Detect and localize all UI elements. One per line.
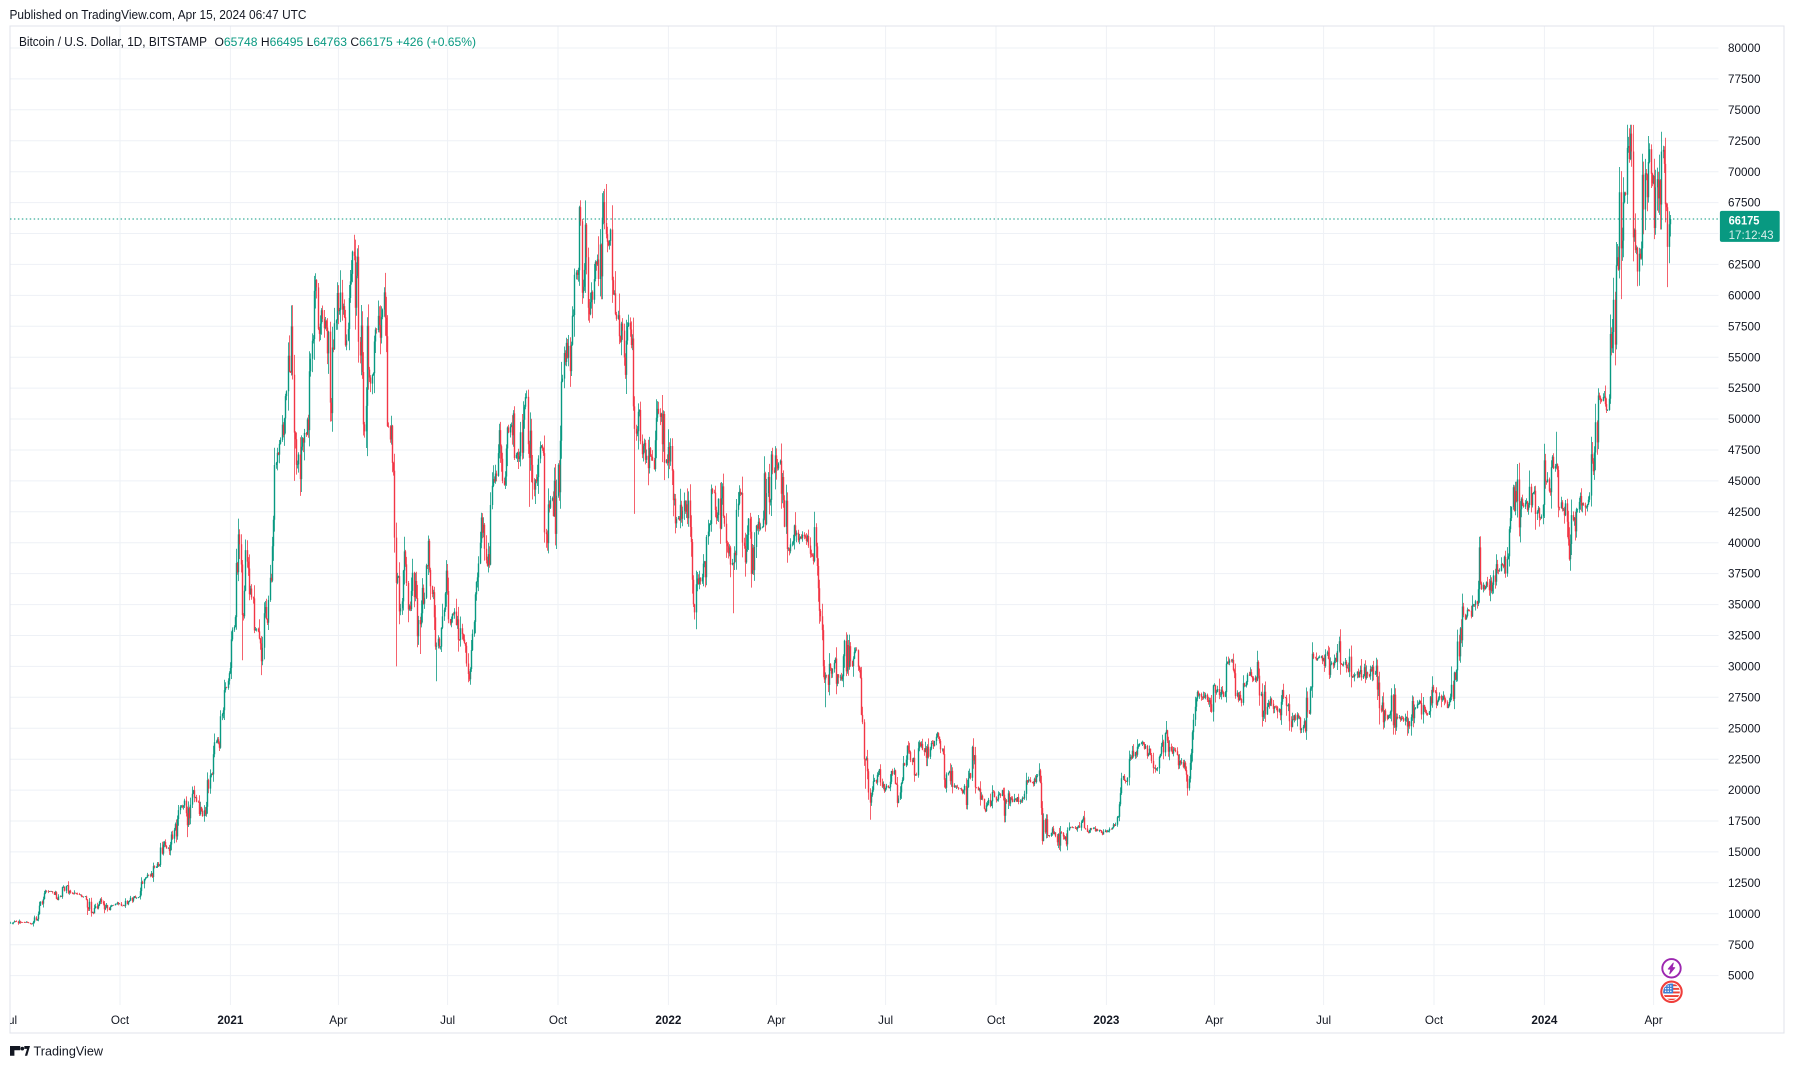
svg-text:Oct: Oct [111, 1014, 130, 1027]
svg-text:2022: 2022 [655, 1014, 682, 1027]
svg-text:66175: 66175 [1729, 213, 1760, 227]
svg-text:27500: 27500 [1728, 691, 1761, 704]
svg-text:52500: 52500 [1728, 382, 1761, 395]
svg-text:72500: 72500 [1728, 135, 1761, 148]
svg-text:Apr: Apr [1644, 1014, 1662, 1027]
svg-text:37500: 37500 [1728, 568, 1761, 581]
svg-text:15000: 15000 [1728, 846, 1761, 859]
svg-text:20000: 20000 [1728, 784, 1761, 797]
svg-text:35000: 35000 [1728, 599, 1761, 612]
svg-text:42500: 42500 [1728, 506, 1761, 519]
svg-text:Jul: Jul [440, 1014, 455, 1027]
svg-text:Apr: Apr [1205, 1014, 1223, 1027]
svg-text:47500: 47500 [1728, 444, 1761, 457]
svg-text:Jul: Jul [1316, 1014, 1331, 1027]
svg-text:40000: 40000 [1728, 537, 1761, 550]
svg-text:10000: 10000 [1728, 908, 1761, 921]
svg-text:Jul: Jul [878, 1014, 893, 1027]
svg-text:60000: 60000 [1728, 290, 1761, 303]
svg-text:45000: 45000 [1728, 475, 1761, 488]
svg-text:50000: 50000 [1728, 413, 1761, 426]
svg-text:17:12:43: 17:12:43 [1729, 229, 1774, 242]
svg-text:17500: 17500 [1728, 815, 1761, 828]
svg-text:Apr: Apr [329, 1014, 347, 1027]
svg-text:7500: 7500 [1728, 939, 1755, 952]
svg-text:55000: 55000 [1728, 351, 1761, 364]
svg-text:77500: 77500 [1728, 73, 1761, 86]
svg-text:32500: 32500 [1728, 630, 1761, 643]
svg-text:Oct: Oct [987, 1014, 1006, 1027]
svg-text:2021: 2021 [217, 1014, 244, 1027]
svg-text:67500: 67500 [1728, 197, 1761, 210]
svg-text:Apr: Apr [767, 1014, 785, 1027]
svg-text:2023: 2023 [1093, 1014, 1120, 1027]
svg-text:Published on TradingView.com,: Published on TradingView.com, Apr 15, 20… [10, 7, 307, 22]
svg-text:5000: 5000 [1728, 970, 1755, 983]
svg-text:62500: 62500 [1728, 259, 1761, 272]
svg-text:2024: 2024 [1531, 1014, 1558, 1027]
svg-text:30000: 30000 [1728, 661, 1761, 674]
svg-text:12500: 12500 [1728, 877, 1761, 890]
svg-text:80000: 80000 [1728, 42, 1761, 55]
svg-text:57500: 57500 [1728, 320, 1761, 333]
svg-text:TradingView: TradingView [34, 1043, 104, 1058]
svg-text:Oct: Oct [549, 1014, 568, 1027]
svg-text:Bitcoin / U.S. Dollar, 1D, BIT: Bitcoin / U.S. Dollar, 1D, BITSTAMP [19, 35, 207, 49]
svg-text:25000: 25000 [1728, 722, 1761, 735]
svg-text:70000: 70000 [1728, 166, 1761, 179]
svg-text:O65748 H66495 L64763 C66175 +4: O65748 H66495 L64763 C66175 +426 (+0.65%… [215, 35, 477, 49]
svg-text:22500: 22500 [1728, 753, 1761, 766]
svg-text:Jul: Jul [2, 1014, 17, 1027]
svg-text:Oct: Oct [1425, 1014, 1444, 1027]
svg-text:75000: 75000 [1728, 104, 1761, 117]
